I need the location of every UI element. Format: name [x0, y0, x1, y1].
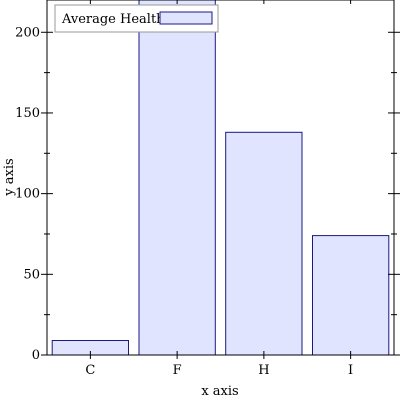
bar-H [225, 131, 303, 356]
y-tick-label: 200 [15, 25, 40, 40]
legend-swatch [159, 11, 213, 25]
bar-F [138, 0, 216, 356]
plot-frame [46, 0, 395, 356]
x-axis-title: x axis [201, 384, 238, 399]
y-tick-label: 50 [23, 267, 40, 282]
x-tick-label: H [258, 363, 269, 378]
y-axis-title: y axis [2, 158, 17, 196]
bars-layer [51, 0, 390, 356]
y-tick-label: 150 [15, 106, 40, 121]
y-tick-label: 100 [15, 187, 40, 202]
x-tick-label: F [173, 363, 182, 378]
x-tick-label: I [348, 363, 353, 378]
y-tick-label: 0 [32, 348, 40, 363]
legend-label: Average Health [61, 12, 165, 27]
bar-I [312, 235, 390, 356]
legend: Average Health [54, 4, 219, 33]
y-ticks: 0 50 100 150 200 [15, 25, 400, 363]
x-tick-label: C [85, 363, 95, 378]
